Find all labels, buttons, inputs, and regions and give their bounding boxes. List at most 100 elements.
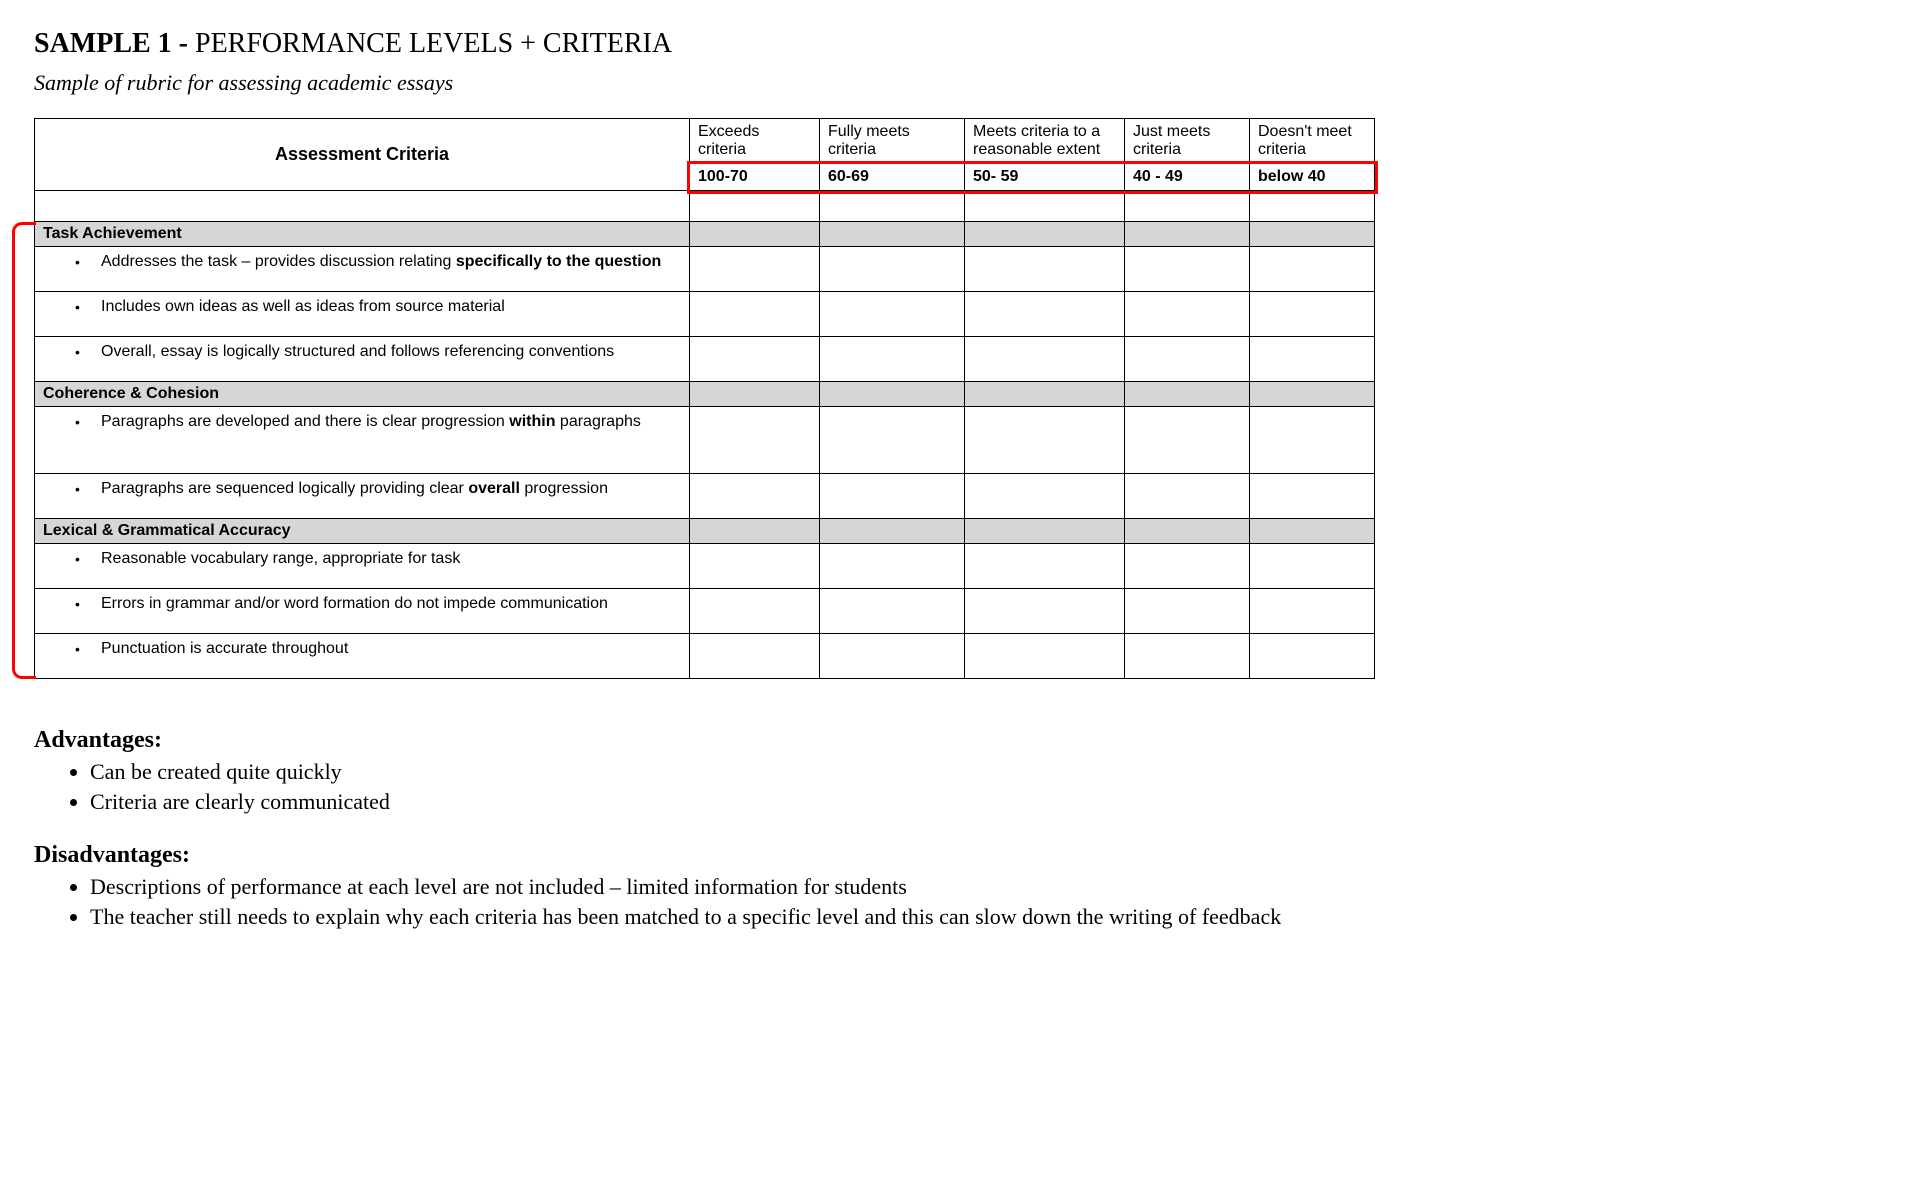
empty-cell [1250, 292, 1375, 337]
criterion-cell: •Punctuation is accurate throughout [35, 634, 690, 679]
empty-cell [965, 292, 1125, 337]
section-header-row: Lexical & Grammatical Accuracy [35, 519, 1375, 544]
disadvantage-item: Descriptions of performance at each leve… [90, 873, 1896, 901]
empty-cell [1125, 337, 1250, 382]
empty-cell [1125, 634, 1250, 679]
criterion-text: Reasonable vocabulary range, appropriate… [101, 548, 681, 570]
section-header-row: Task Achievement [35, 222, 1375, 247]
empty-cell [1125, 247, 1250, 292]
disadvantage-item: The teacher still needs to explain why e… [90, 903, 1896, 931]
criterion-cell: •Reasonable vocabulary range, appropriat… [35, 544, 690, 589]
empty-cell [690, 382, 820, 407]
criterion-row: •Addresses the task – provides discussio… [35, 247, 1375, 292]
bullet-icon: • [75, 478, 101, 500]
criterion-row: •Includes own ideas as well as ideas fro… [35, 292, 1375, 337]
empty-cell [820, 589, 965, 634]
criteria-bracket-highlight [12, 222, 36, 679]
empty-cell [1250, 247, 1375, 292]
assessment-criteria-header: Assessment Criteria [35, 119, 690, 191]
section-name: Coherence & Cohesion [35, 382, 690, 407]
section-name: Task Achievement [35, 222, 690, 247]
empty-cell [690, 519, 820, 544]
advantages-heading: Advantages: [34, 727, 1896, 754]
level-label: Fully meets criteria [820, 119, 965, 164]
empty-cell [965, 544, 1125, 589]
criterion-row: •Paragraphs are developed and there is c… [35, 407, 1375, 474]
empty-cell [690, 292, 820, 337]
criterion-text: Addresses the task – provides discussion… [101, 251, 681, 273]
empty-cell [965, 382, 1125, 407]
criterion-cell: •Addresses the task – provides discussio… [35, 247, 690, 292]
bullet-icon: • [75, 341, 101, 363]
rubric-table: Assessment Criteria Exceeds criteria Ful… [34, 118, 1375, 679]
advantages-list: Can be created quite quicklyCriteria are… [34, 758, 1896, 816]
level-label: Doesn't meet criteria [1250, 119, 1375, 164]
criterion-row: •Overall, essay is logically structured … [35, 337, 1375, 382]
empty-cell [690, 247, 820, 292]
page-subtitle: Sample of rubric for assessing academic … [34, 70, 1896, 96]
advantage-item: Can be created quite quickly [90, 758, 1896, 786]
score-cell: 100-70 [690, 164, 820, 191]
empty-cell [820, 337, 965, 382]
empty-cell [965, 589, 1125, 634]
score-cell: 60-69 [820, 164, 965, 191]
criterion-text: Includes own ideas as well as ideas from… [101, 296, 681, 318]
empty-cell [690, 222, 820, 247]
criterion-cell: •Includes own ideas as well as ideas fro… [35, 292, 690, 337]
bullet-icon: • [75, 296, 101, 318]
empty-cell [820, 407, 965, 474]
criterion-text: Paragraphs are developed and there is cl… [101, 411, 681, 433]
criterion-text: Punctuation is accurate throughout [101, 638, 681, 660]
empty-cell [1250, 337, 1375, 382]
disadvantages-heading: Disadvantages: [34, 842, 1896, 869]
empty-cell [965, 474, 1125, 519]
empty-cell [1250, 544, 1375, 589]
rubric-container: Assessment Criteria Exceeds criteria Ful… [34, 118, 1896, 679]
empty-cell [820, 474, 965, 519]
empty-cell [965, 634, 1125, 679]
empty-cell [1250, 519, 1375, 544]
criterion-text: Paragraphs are sequenced logically provi… [101, 478, 681, 500]
empty-cell [690, 634, 820, 679]
empty-cell [965, 222, 1125, 247]
score-cell: 40 - 49 [1125, 164, 1250, 191]
empty-cell [965, 337, 1125, 382]
empty-cell [965, 407, 1125, 474]
score-cell: 50- 59 [965, 164, 1125, 191]
level-label: Exceeds criteria [690, 119, 820, 164]
bullet-icon: • [75, 548, 101, 570]
empty-cell [1250, 634, 1375, 679]
page-title: SAMPLE 1 - PERFORMANCE LEVELS + CRITERIA [34, 28, 1896, 60]
title-prefix: SAMPLE 1 - [34, 28, 195, 59]
bullet-icon: • [75, 411, 101, 433]
empty-cell [965, 519, 1125, 544]
empty-cell [965, 247, 1125, 292]
section-header-row: Coherence & Cohesion [35, 382, 1375, 407]
criterion-text: Errors in grammar and/or word formation … [101, 593, 681, 615]
criterion-text: Overall, essay is logically structured a… [101, 341, 681, 363]
empty-cell [1125, 222, 1250, 247]
level-label-row: Assessment Criteria Exceeds criteria Ful… [35, 119, 1375, 164]
empty-cell [820, 247, 965, 292]
empty-cell [1125, 382, 1250, 407]
empty-cell [820, 292, 965, 337]
empty-cell [820, 519, 965, 544]
criterion-row: •Paragraphs are sequenced logically prov… [35, 474, 1375, 519]
empty-cell [1250, 222, 1375, 247]
empty-cell [690, 544, 820, 589]
level-label: Meets criteria to a reasonable extent [965, 119, 1125, 164]
criterion-cell: •Overall, essay is logically structured … [35, 337, 690, 382]
level-label: Just meets criteria [1125, 119, 1250, 164]
empty-cell [820, 382, 965, 407]
empty-cell [1250, 382, 1375, 407]
empty-cell [1125, 292, 1250, 337]
empty-cell [1125, 544, 1250, 589]
empty-cell [820, 222, 965, 247]
criterion-cell: •Paragraphs are sequenced logically prov… [35, 474, 690, 519]
empty-cell [1125, 519, 1250, 544]
criterion-cell: •Paragraphs are developed and there is c… [35, 407, 690, 474]
empty-cell [1250, 589, 1375, 634]
empty-cell [820, 544, 965, 589]
score-cell: below 40 [1250, 164, 1375, 191]
title-rest: PERFORMANCE LEVELS + CRITERIA [195, 28, 672, 59]
